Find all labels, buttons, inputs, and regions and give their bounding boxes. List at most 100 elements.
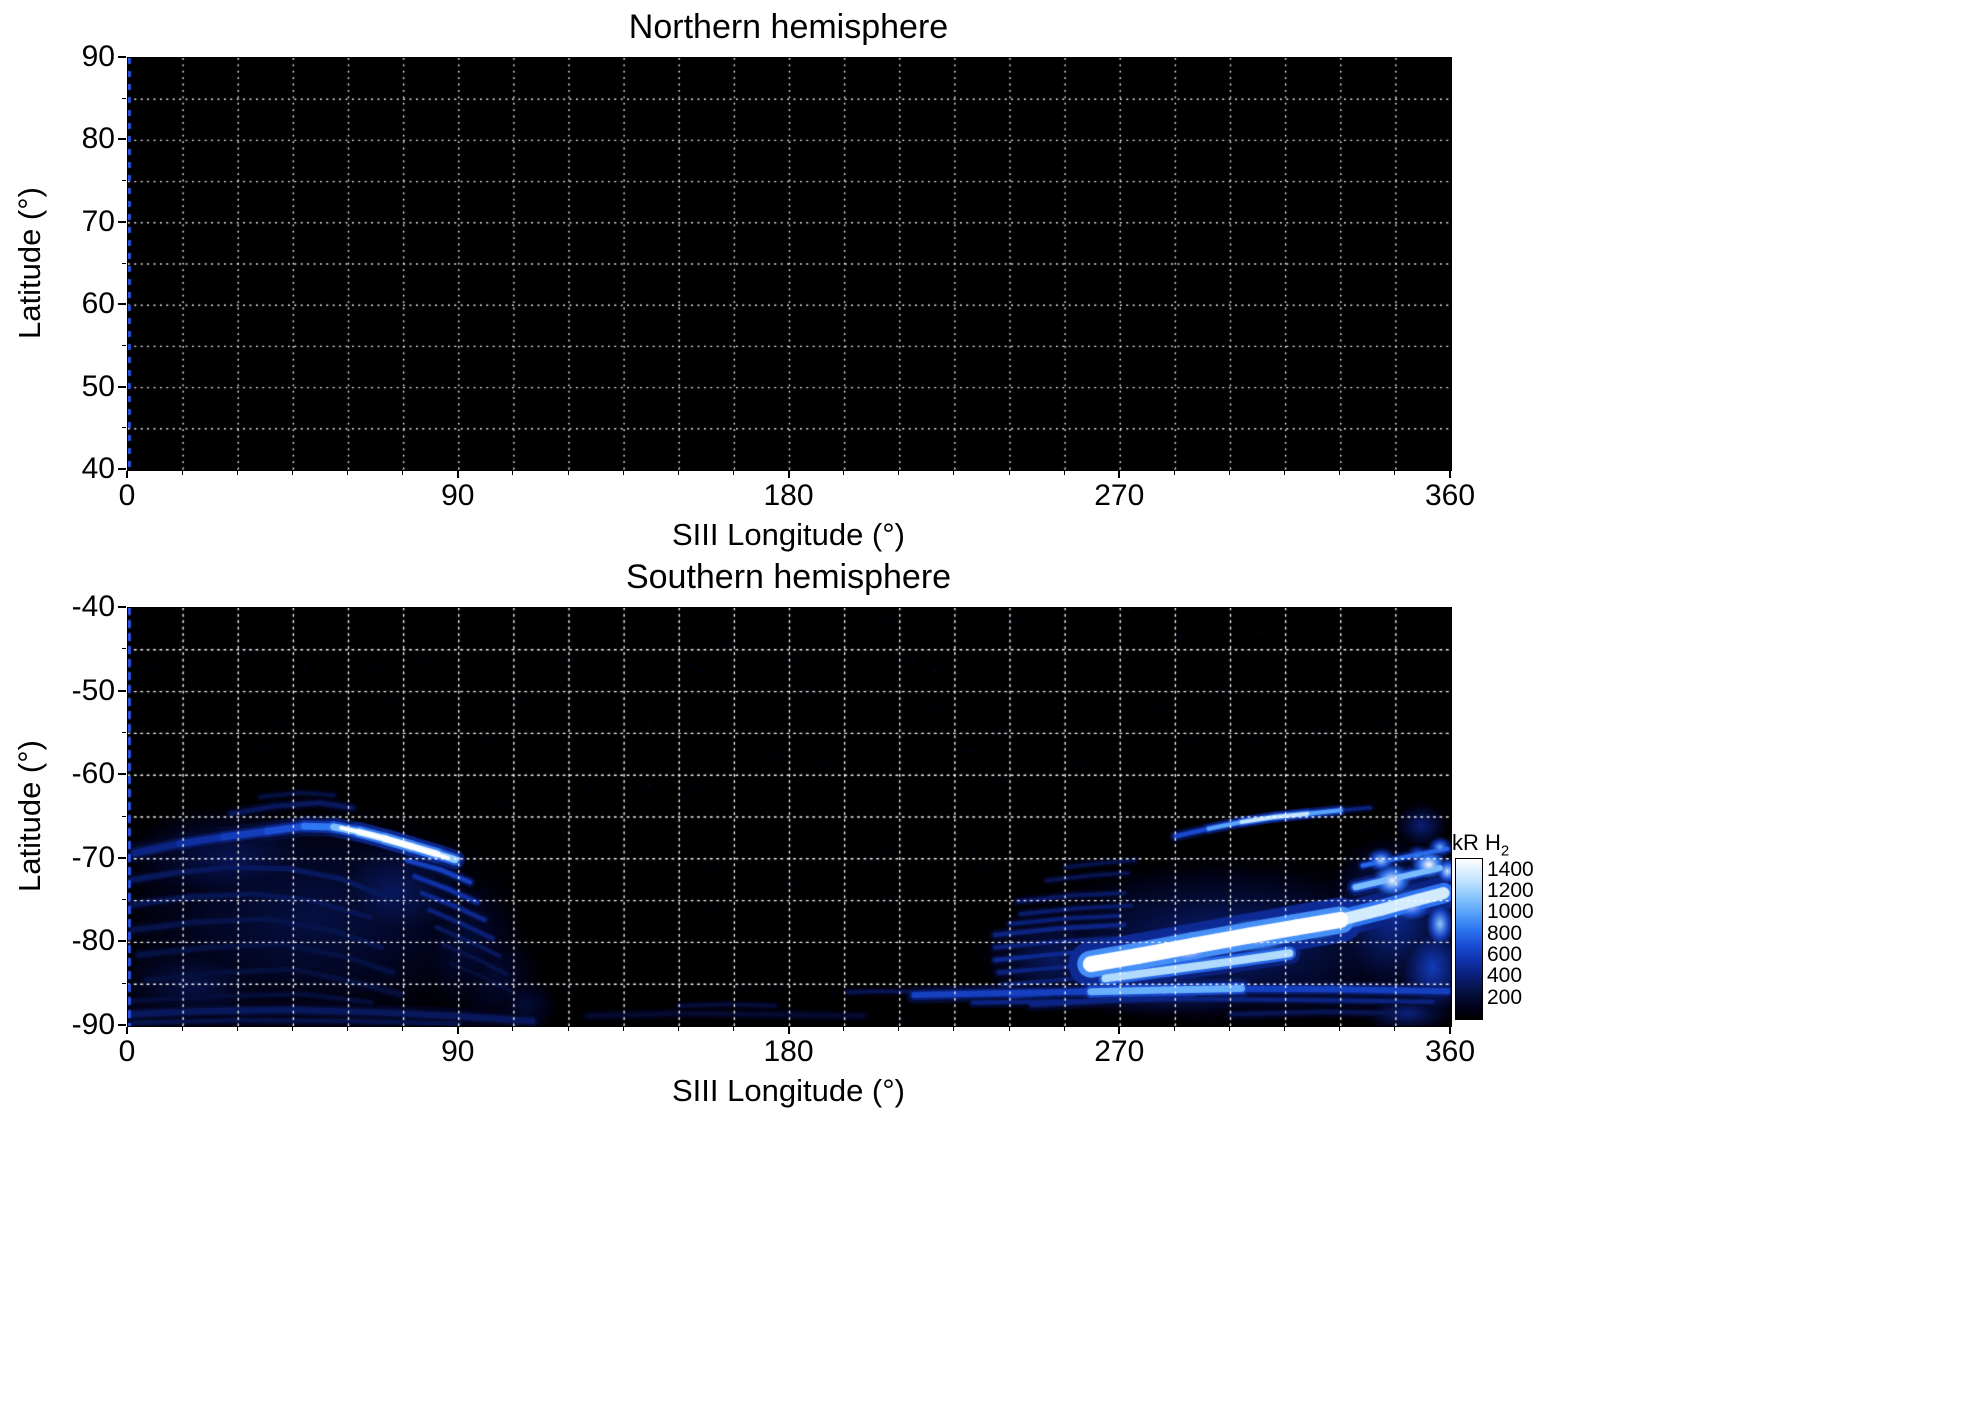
x-axis-minor-tick <box>1008 471 1010 475</box>
x-axis-minor-tick <box>1394 1027 1396 1031</box>
y-axis-tick <box>118 773 126 776</box>
south-panel-title: Southern hemisphere <box>625 558 952 596</box>
x-tick-label: 0 <box>118 479 136 512</box>
x-axis-minor-tick <box>622 471 624 475</box>
x-axis-tick <box>1449 1027 1451 1034</box>
y-axis-tick <box>118 1024 126 1026</box>
north-x-axis-label: SIII Longitude (°) <box>672 517 905 552</box>
y-tick-label: 90 <box>81 40 115 73</box>
x-axis-minor-tick <box>732 471 734 475</box>
x-axis-minor-tick <box>677 1027 679 1031</box>
x-axis-minor-tick <box>567 1027 569 1031</box>
x-axis-minor-tick <box>843 1027 845 1031</box>
x-axis-minor-tick <box>1229 471 1230 475</box>
x-axis-tick <box>1118 471 1121 478</box>
x-axis-minor-tick <box>898 471 900 475</box>
y-tick-label: 60 <box>81 287 115 321</box>
x-axis-tick <box>787 1027 790 1034</box>
x-axis-minor-tick <box>898 1027 900 1031</box>
north-y-axis-label: Latitude (°) <box>12 187 47 339</box>
y-axis-tick <box>118 303 126 306</box>
colorbar-tick-label: 1400 <box>1487 857 1534 881</box>
y-axis-minor-tick <box>122 648 126 650</box>
x-tick-label: 180 <box>763 479 814 512</box>
x-tick-label: 90 <box>441 1035 475 1068</box>
y-tick-label: -60 <box>71 757 115 791</box>
x-axis-minor-tick <box>402 1027 404 1031</box>
y-tick-label: 80 <box>81 122 115 156</box>
x-axis-minor-tick <box>347 471 348 475</box>
y-axis-minor-tick <box>122 262 126 264</box>
y-tick-label: 50 <box>81 369 115 403</box>
x-axis-minor-tick <box>236 471 238 475</box>
x-axis-tick <box>787 471 790 478</box>
x-axis-minor-tick <box>181 471 183 475</box>
x-axis-minor-tick <box>1173 471 1175 475</box>
x-axis-minor-tick <box>1394 471 1396 475</box>
y-axis-tick <box>118 385 126 388</box>
x-axis-minor-tick <box>1284 1027 1286 1031</box>
colorbar-gradient <box>1455 858 1483 1020</box>
x-tick-label: 270 <box>1094 1035 1145 1068</box>
x-tick-label: 360 <box>1424 479 1476 512</box>
south-x-axis-label: SIII Longitude (°) <box>672 1073 905 1108</box>
south-y-axis-label: Latitude (°) <box>12 740 47 892</box>
y-axis-tick <box>118 468 126 470</box>
y-axis-tick <box>118 856 126 859</box>
x-axis-minor-tick <box>843 471 845 475</box>
north-plot-area <box>127 57 1452 471</box>
x-axis-minor-tick <box>236 1027 238 1031</box>
y-axis-minor-tick <box>122 97 126 99</box>
x-axis-minor-tick <box>1229 1027 1230 1031</box>
x-tick-label: 90 <box>441 479 475 512</box>
colorbar-tick-label: 1000 <box>1487 900 1534 924</box>
x-axis-tick <box>1449 471 1451 478</box>
x-axis-minor-tick <box>291 1027 293 1031</box>
x-tick-label: 270 <box>1094 479 1145 512</box>
x-axis-tick <box>456 1027 459 1034</box>
y-axis-minor-tick <box>122 899 126 901</box>
y-axis-tick <box>118 220 126 223</box>
colorbar-label: kR H2 <box>1452 830 1509 859</box>
y-axis-tick <box>118 56 126 58</box>
y-axis-minor-tick <box>122 815 126 817</box>
y-tick-label: -50 <box>71 673 115 707</box>
colorbar-tick-label: 800 <box>1487 921 1523 945</box>
x-axis-minor-tick <box>1063 471 1065 475</box>
x-axis-minor-tick <box>1339 1027 1341 1031</box>
colorbar-tick-label: 400 <box>1487 964 1523 988</box>
y-axis-minor-tick <box>122 427 126 429</box>
x-axis-minor-tick <box>181 1027 183 1031</box>
x-axis-minor-tick <box>732 1027 734 1031</box>
y-axis-tick <box>118 940 126 943</box>
y-axis-minor-tick <box>122 180 126 182</box>
x-axis-minor-tick <box>1339 471 1341 475</box>
colorbar-tick-label: 1200 <box>1487 879 1534 902</box>
x-axis-tick <box>1118 1027 1121 1034</box>
colorbar-tick-label: 200 <box>1487 985 1523 1009</box>
y-axis-minor-tick <box>122 982 126 984</box>
x-axis-minor-tick <box>677 471 679 475</box>
y-tick-label: -80 <box>71 924 115 958</box>
x-axis-minor-tick <box>347 1027 348 1031</box>
x-axis-tick <box>456 471 459 478</box>
x-axis-minor-tick <box>1063 1027 1065 1031</box>
x-axis-minor-tick <box>512 471 514 475</box>
x-tick-label: 180 <box>763 1035 814 1068</box>
x-axis-minor-tick <box>567 471 569 475</box>
x-axis-minor-tick <box>1008 1027 1010 1031</box>
y-tick-label: -90 <box>71 1008 115 1041</box>
x-tick-label: 360 <box>1424 1035 1476 1068</box>
y-tick-label: -70 <box>71 840 115 874</box>
x-axis-minor-tick <box>402 471 404 475</box>
y-axis-minor-tick <box>122 344 126 346</box>
x-axis-minor-tick <box>512 1027 514 1031</box>
x-axis-minor-tick <box>1173 1027 1175 1031</box>
colorbar-tick-label: 600 <box>1487 943 1523 966</box>
x-axis-minor-tick <box>953 471 955 475</box>
north-panel-title: Northern hemisphere <box>628 8 949 46</box>
x-axis-tick <box>126 471 128 478</box>
x-axis-minor-tick <box>291 471 293 475</box>
x-axis-tick <box>126 1027 128 1034</box>
y-tick-label: 70 <box>81 204 115 238</box>
